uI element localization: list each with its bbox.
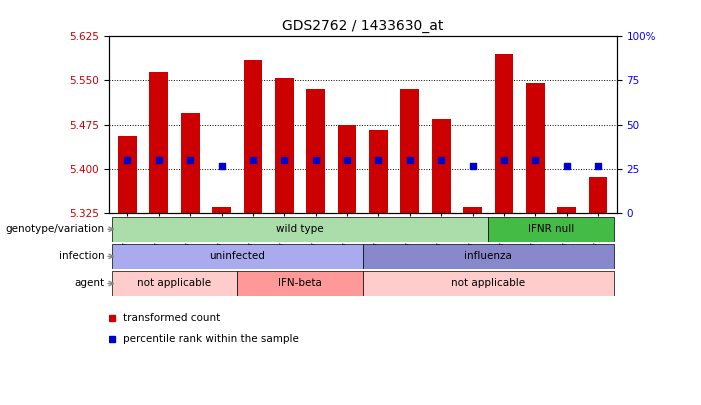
Bar <box>463 207 482 213</box>
Bar <box>432 119 451 213</box>
Bar <box>149 72 168 213</box>
Bar <box>400 89 419 213</box>
Bar <box>111 271 237 296</box>
Bar <box>589 177 608 213</box>
Bar <box>526 83 545 213</box>
Bar <box>243 60 262 213</box>
Bar <box>494 54 513 213</box>
Bar <box>275 78 294 213</box>
Bar <box>363 271 614 296</box>
Bar <box>181 113 200 213</box>
Text: wild type: wild type <box>276 224 324 234</box>
Bar <box>306 89 325 213</box>
Bar <box>111 244 363 269</box>
Bar <box>489 217 614 242</box>
Bar <box>369 130 388 213</box>
Bar <box>338 125 357 213</box>
Text: influenza: influenza <box>464 252 512 261</box>
Title: GDS2762 / 1433630_at: GDS2762 / 1433630_at <box>282 19 444 33</box>
Text: agent: agent <box>74 279 104 288</box>
Bar <box>363 244 614 269</box>
Text: not applicable: not applicable <box>451 279 525 288</box>
Bar <box>111 217 489 242</box>
Text: genotype/variation: genotype/variation <box>6 224 104 234</box>
Bar <box>237 271 363 296</box>
Text: IFN-beta: IFN-beta <box>278 279 322 288</box>
Text: percentile rank within the sample: percentile rank within the sample <box>123 334 299 343</box>
Text: transformed count: transformed count <box>123 313 220 323</box>
Text: uninfected: uninfected <box>210 252 265 261</box>
Text: not applicable: not applicable <box>137 279 212 288</box>
Bar <box>118 136 137 213</box>
Bar <box>557 207 576 213</box>
Text: infection: infection <box>59 252 104 261</box>
Bar <box>212 207 231 213</box>
Text: IFNR null: IFNR null <box>528 224 574 234</box>
